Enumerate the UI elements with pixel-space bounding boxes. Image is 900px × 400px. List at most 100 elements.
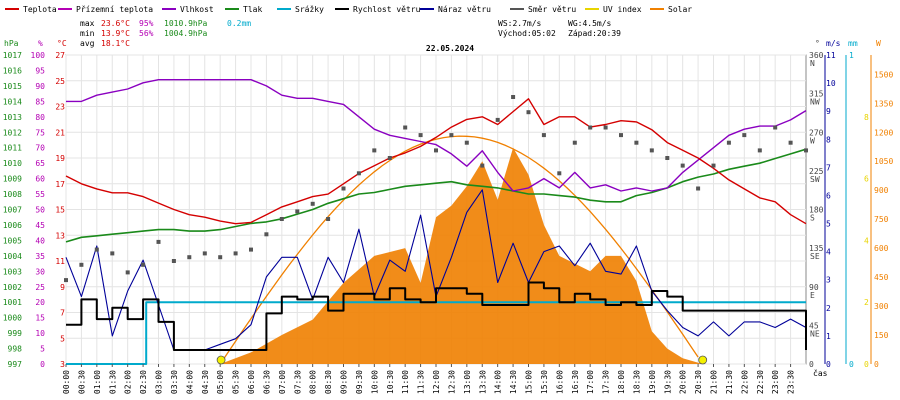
series-smer-vetru-point xyxy=(187,255,192,260)
legend-label-rychlost-vetru: Rychlost větru xyxy=(353,5,421,14)
time-tick-label: 10:30 xyxy=(386,370,395,394)
time-tick-label: 01:00 xyxy=(93,370,102,394)
series-smer-vetru-point xyxy=(64,278,68,283)
time-tick-label: 15:00 xyxy=(525,370,534,394)
series-smer-vetru-point xyxy=(480,163,485,168)
time-tick-label: 00:00 xyxy=(62,370,71,394)
series-srazky-line xyxy=(66,301,806,365)
time-tick-label: 04:00 xyxy=(185,370,194,394)
wind-speed-axis-tick-label: 9 xyxy=(826,107,831,116)
stats-avg-temp: 18.1°C xyxy=(101,39,130,48)
series-smer-vetru-point xyxy=(773,125,778,130)
pressure-axis-tick-label: 1005 xyxy=(3,236,22,245)
wind-speed-axis-tick-label: 2 xyxy=(826,304,831,313)
stats-sunset: Západ:20:39 xyxy=(568,29,621,38)
direction-axis-tick-label: 225 xyxy=(809,167,824,176)
stats-max-hum: 95% xyxy=(139,19,154,28)
humidity-axis-tick-label: 15 xyxy=(35,314,45,323)
direction-axis-tick-label: 90 xyxy=(809,283,819,292)
stats-sunrise: Východ:05:02 xyxy=(498,29,556,38)
direction-axis-tick-label: 315 xyxy=(809,90,824,99)
series-smer-vetru-point xyxy=(742,133,747,138)
pressure-axis-tick-label: 1007 xyxy=(3,206,22,215)
series-smer-vetru-point xyxy=(125,270,130,275)
series-smer-vetru-point xyxy=(356,171,361,176)
stats-min-hum: 56% xyxy=(139,29,154,38)
solar-axis-tick-label: 1500 xyxy=(874,70,893,79)
series-smer-vetru-point xyxy=(141,262,146,267)
rain-axis-unit: mm xyxy=(848,39,858,48)
time-tick-label: 12:30 xyxy=(447,370,456,394)
time-tick-label: 02:00 xyxy=(124,370,133,394)
series-smer-vetru-point xyxy=(449,133,454,138)
series-smer-vetru-point xyxy=(110,251,115,256)
pressure-axis-tick-label: 997 xyxy=(8,360,23,369)
stats-rain: 0.2mm xyxy=(227,19,251,28)
series-smer-vetru-point xyxy=(572,140,577,145)
humidity-axis-tick-label: 90 xyxy=(35,82,45,91)
time-tick-label: 17:00 xyxy=(586,370,595,394)
pressure-axis-tick-label: 1008 xyxy=(3,190,22,199)
series-smer-vetru-point xyxy=(557,171,562,176)
solar-axis-tick-label: 300 xyxy=(874,302,889,311)
series-smer-vetru-point xyxy=(649,148,654,153)
pressure-axis-tick-label: 1006 xyxy=(3,221,22,230)
direction-axis-tick-label: 360 xyxy=(809,51,824,60)
pressure-axis-tick-label: 1013 xyxy=(3,113,22,122)
wind-speed-axis-tick-label: 4 xyxy=(826,248,831,257)
legend-label-prizemni-teplota: Přízemní teplota xyxy=(76,5,153,14)
stats-min-press: 1004.9hPa xyxy=(164,29,208,38)
time-tick-label: 08:00 xyxy=(309,370,318,394)
time-tick-label: 11:30 xyxy=(417,370,426,394)
time-tick-label: 14:30 xyxy=(509,370,518,394)
direction-axis-compass-label: NW xyxy=(810,98,820,107)
series-smer-vetru-point xyxy=(634,140,639,145)
time-tick-label: 03:00 xyxy=(155,370,164,394)
time-tick-label: 12:00 xyxy=(432,370,441,394)
series-smer-vetru-point xyxy=(757,148,762,153)
series-smer-vetru-point xyxy=(218,255,223,260)
series-smer-vetru-point xyxy=(249,247,253,252)
uv-axis-tick-label: 6 xyxy=(864,175,869,184)
time-tick-label: 03:30 xyxy=(170,370,179,394)
direction-axis-compass-label: E xyxy=(810,291,815,300)
legend-label-tlak: Tlak xyxy=(243,5,262,14)
pressure-axis-tick-label: 1015 xyxy=(3,82,22,91)
pressure-axis-tick-label: 1017 xyxy=(3,51,22,60)
time-tick-label: 18:30 xyxy=(632,370,641,394)
series-smer-vetru-point xyxy=(588,125,593,130)
stats-wg: WG:4.5m/s xyxy=(568,19,612,28)
direction-axis-unit: ° xyxy=(815,39,820,48)
series-smer-vetru-point xyxy=(387,156,392,160)
time-tick-label: 06:30 xyxy=(262,370,271,394)
time-tick-label: 09:00 xyxy=(340,370,349,394)
solar-axis-tick-label: 450 xyxy=(874,273,889,282)
direction-axis-tick-label: 45 xyxy=(809,321,819,330)
time-tick-label: 20:00 xyxy=(679,370,688,394)
temperature-axis-tick-label: 5 xyxy=(60,334,65,343)
humidity-axis-tick-label: 85 xyxy=(35,97,45,106)
time-tick-label: 16:00 xyxy=(555,370,564,394)
direction-axis-compass-label: NE xyxy=(810,329,820,338)
stats-min-label: min xyxy=(80,29,95,38)
stats-ws: WS:2.7m/s xyxy=(498,19,542,28)
humidity-axis-tick-label: 45 xyxy=(35,221,45,230)
legend-label-solar: Solar xyxy=(668,5,692,14)
stats-max-press: 1010.9hPa xyxy=(164,19,208,28)
pressure-axis-tick-label: 1004 xyxy=(3,252,22,261)
series-smer-vetru-point xyxy=(434,148,438,153)
pressure-axis-unit: hPa xyxy=(4,39,19,48)
rain-axis-tick-label: 1 xyxy=(849,51,854,60)
time-tick-label: 20:30 xyxy=(694,370,703,394)
time-tick-label: 09:30 xyxy=(355,370,364,394)
time-tick-label: 07:30 xyxy=(293,370,302,394)
direction-axis-tick-label: 180 xyxy=(809,206,824,215)
series-smer-vetru-point xyxy=(495,117,500,122)
stats-max-label: max xyxy=(80,19,95,28)
time-tick-label: 13:30 xyxy=(478,370,487,394)
wind-speed-axis-tick-label: 5 xyxy=(826,220,831,229)
humidity-axis-tick-label: 25 xyxy=(35,283,45,292)
time-tick-label: 05:30 xyxy=(232,370,241,394)
time-axis-label: čas xyxy=(813,368,828,378)
